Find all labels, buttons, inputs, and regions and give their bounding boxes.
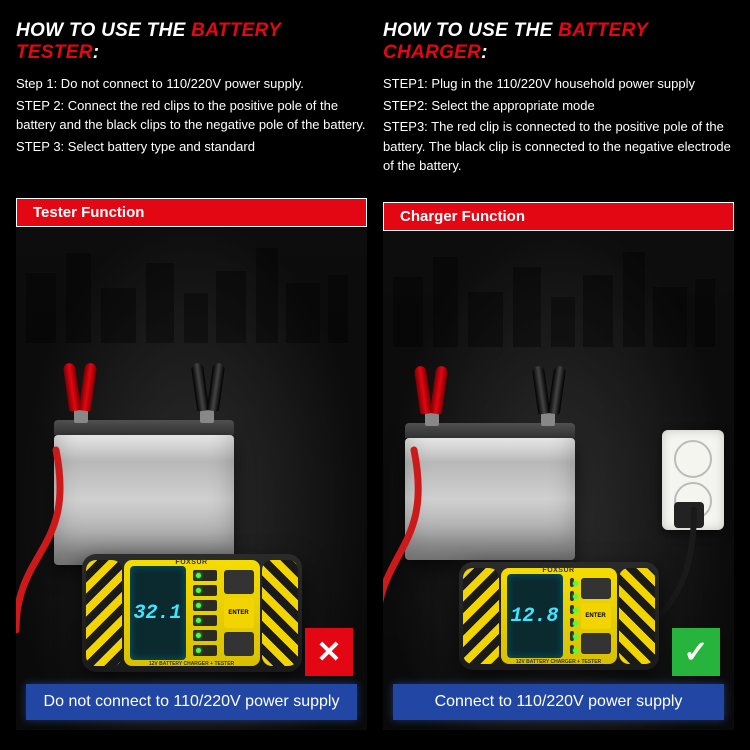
red-clip-icon [417, 366, 445, 426]
tester-badge: Tester Function [16, 198, 367, 227]
charger-steps: STEP1: Plug in the 110/220V household po… [383, 74, 734, 178]
check-icon: ✓ [672, 628, 720, 676]
tester-scene: FOXSUR 12V BATTERY CHARGER + TESTER 32.1… [16, 215, 367, 730]
tester-steps: Step 1: Do not connect to 110/220V power… [16, 74, 367, 174]
device-subline: 12V BATTERY CHARGER + TESTER [516, 659, 601, 665]
step-text: STEP3: The red clip is connected to the … [383, 117, 734, 176]
step-text: Step 1: Do not connect to 110/220V power… [16, 74, 367, 94]
battery-illustration [54, 435, 234, 565]
device-body: FOXSUR 12V BATTERY CHARGER + TESTER 12.8… [501, 568, 617, 664]
heading-prefix: HOW TO USE THE [16, 20, 191, 41]
enter-button: ENTER [581, 603, 611, 629]
skyline-silhouette [16, 233, 367, 343]
charger-panel: HOW TO USE THE BATTERY CHARGER: STEP1: P… [383, 20, 734, 730]
heading-prefix: HOW TO USE THE [383, 20, 558, 41]
charger-heading: HOW TO USE THE BATTERY CHARGER: [383, 20, 734, 64]
tester-heading: HOW TO USE THE BATTERY TESTER: [16, 20, 367, 64]
tester-caption: Do not connect to 110/220V power supply [26, 684, 357, 720]
charger-scene: FOXSUR 12V BATTERY CHARGER + TESTER 12.8… [383, 219, 734, 731]
enter-button: ENTER [224, 598, 254, 627]
device-brand: FOXSUR [542, 567, 574, 574]
heading-suffix: : [481, 42, 488, 63]
lcd-display: 32.1 [130, 566, 186, 660]
device-subline: 12V BATTERY CHARGER + TESTER [149, 661, 234, 667]
power-plug-icon [674, 502, 704, 528]
charger-badge: Charger Function [383, 202, 734, 231]
skyline-silhouette [383, 237, 734, 347]
device-body: FOXSUR 12V BATTERY CHARGER + TESTER 32.1… [124, 560, 260, 666]
cross-icon: ✕ [305, 628, 353, 676]
step-text: STEP 2: Connect the red clips to the pos… [16, 96, 367, 135]
charger-device: FOXSUR 12V BATTERY CHARGER + TESTER 12.8… [459, 562, 659, 670]
device-brand: FOXSUR [175, 559, 207, 566]
black-clip-icon [535, 366, 563, 426]
step-text: STEP 3: Select battery type and standard [16, 137, 367, 157]
step-text: STEP2: Select the appropriate mode [383, 96, 734, 116]
tester-panel: HOW TO USE THE BATTERY TESTER: Step 1: D… [16, 20, 367, 730]
charger-caption: Connect to 110/220V power supply [393, 684, 724, 720]
charger-device: FOXSUR 12V BATTERY CHARGER + TESTER 32.1… [82, 554, 302, 672]
step-text: STEP1: Plug in the 110/220V household po… [383, 74, 734, 94]
lcd-display: 12.8 [507, 574, 563, 658]
heading-suffix: : [93, 42, 100, 63]
device-buttons: ENTER [224, 566, 254, 660]
black-clip-icon [194, 363, 222, 423]
led-indicators [191, 566, 219, 660]
led-indicators [568, 574, 576, 658]
battery-illustration [405, 438, 575, 560]
device-buttons: ENTER [581, 574, 611, 658]
red-clip-icon [66, 363, 94, 423]
